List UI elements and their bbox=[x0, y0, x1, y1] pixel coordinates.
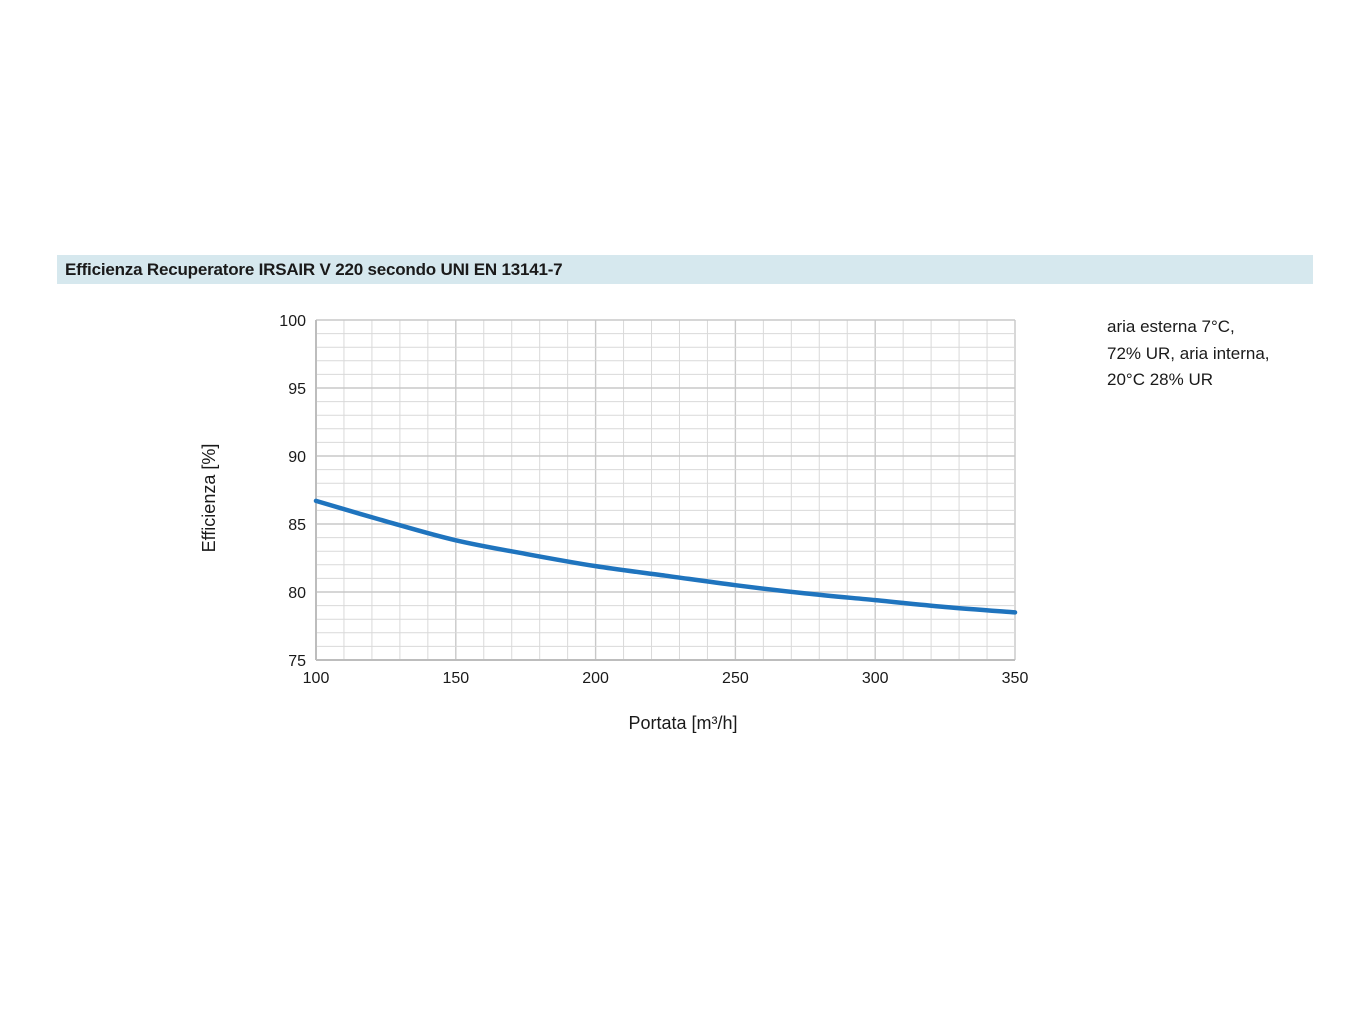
y-tick-label: 75 bbox=[288, 653, 306, 670]
grid bbox=[315, 319, 1016, 661]
y-tick-label: 90 bbox=[288, 449, 306, 466]
x-tick-label: 350 bbox=[1002, 670, 1029, 687]
x-tick-label: 150 bbox=[442, 670, 469, 687]
note-line: 20°C 28% UR bbox=[1107, 370, 1214, 389]
x-tick-label: 250 bbox=[722, 670, 749, 687]
note-line: aria esterna 7°C, bbox=[1107, 317, 1235, 336]
y-tick-label: 85 bbox=[288, 517, 306, 534]
tick-labels: 100 150 200 250 300 350 75 80 85 90 95 100 bbox=[279, 313, 1028, 687]
chart-title-band: Efficienza Recuperatore IRSAIR V 220 sec… bbox=[57, 255, 1313, 284]
y-tick-label: 95 bbox=[288, 381, 306, 398]
conditions-note: aria esterna 7°C, 72% UR, aria interna, … bbox=[1107, 314, 1270, 394]
y-tick-label: 100 bbox=[279, 313, 306, 330]
x-tick-label: 200 bbox=[582, 670, 609, 687]
note-line: 72% UR, aria interna, bbox=[1107, 343, 1270, 363]
axes bbox=[315, 320, 1015, 661]
x-tick-label: 100 bbox=[303, 670, 330, 687]
y-tick-label: 80 bbox=[288, 585, 306, 602]
x-axis-label: Portata [m³/h] bbox=[628, 713, 737, 733]
chart-title: Efficienza Recuperatore IRSAIR V 220 sec… bbox=[65, 260, 563, 279]
y-axis-label: Efficienza [%] bbox=[199, 444, 219, 553]
x-tick-label: 300 bbox=[862, 670, 889, 687]
series-layer bbox=[313, 498, 1018, 615]
series-line bbox=[313, 498, 1018, 615]
